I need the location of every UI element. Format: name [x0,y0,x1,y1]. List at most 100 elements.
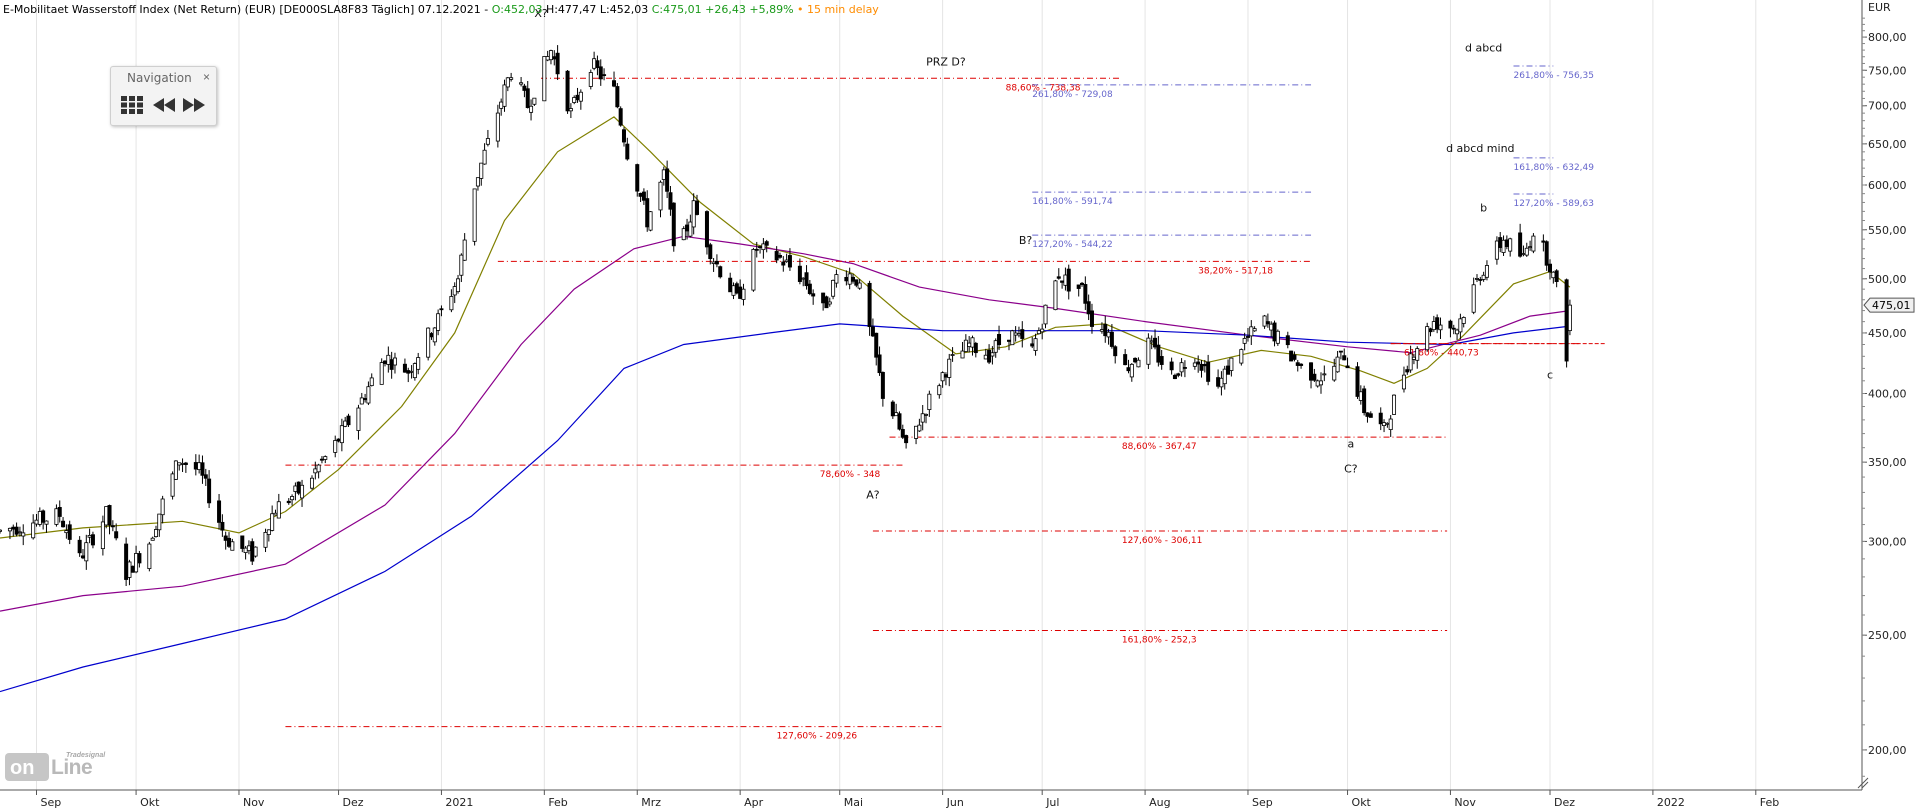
candle-up [276,501,281,519]
candle-up [104,506,109,526]
rewind-icon[interactable] [151,93,177,117]
candle-up [1382,422,1387,427]
candle-down [1338,350,1343,353]
candle-up [1471,284,1476,313]
candle-up [449,296,454,311]
candle-down [844,277,849,282]
candle-up [1016,333,1021,336]
fib-level-label: 127,60% - 209,26 [777,732,858,742]
candle-up [1388,418,1393,430]
x-tick-label: Nov [243,796,265,809]
candle-up [127,561,132,578]
y-tick-label: 750,00 [1868,64,1907,77]
x-tick-label: Dez [1554,796,1575,809]
candle-up [290,496,295,501]
candle-up [1474,278,1479,280]
candle-down [80,555,85,559]
candle-up [170,473,175,497]
candle-down [1365,412,1370,417]
close-icon[interactable]: × [202,70,210,84]
candle-down [240,535,245,549]
candle-up [519,82,524,85]
candle-down [1123,354,1128,366]
y-tick-label: 800,00 [1868,31,1907,44]
candle-up [1408,353,1413,371]
candle-down [897,413,902,430]
candle-down [11,526,16,530]
candle-up [532,97,537,105]
candle-down [1216,377,1221,387]
candle-down [797,265,802,282]
fib-level-label: 261,80% - 729,08 [1032,90,1113,100]
x-tick-label: Nov [1454,796,1476,809]
candle-down [383,360,388,364]
candle-up [1222,368,1227,385]
candle-down [1060,280,1065,283]
candle-down [734,283,739,294]
candle-up [300,484,305,499]
candle-up [270,513,275,531]
candle-up [1425,326,1430,351]
candle-down [217,500,222,523]
candle-up [1332,365,1337,381]
candle-up [1043,304,1048,325]
candle-up [309,477,314,489]
wave-label: A? [866,489,880,502]
x-tick-label: Sep [41,796,62,809]
candle-up [1455,329,1460,335]
candle-up [1438,324,1443,331]
candle-up [485,138,490,145]
change-value: +26,43 [705,3,746,16]
candle-up [343,420,348,427]
candle-down [1156,344,1161,363]
candle-down [874,332,879,358]
candle-down [781,261,786,266]
grid-icon[interactable] [119,93,145,117]
fast-forward-icon[interactable] [181,93,207,117]
candle-down [250,541,255,562]
x-tick-label: 2021 [445,796,473,809]
candle-up [847,273,852,285]
wave-label: d abcd [1465,41,1502,54]
candle-down [555,52,560,75]
candle-down [286,500,291,504]
y-tick-label: 300,00 [1868,535,1907,548]
fib-level-label: 88,60% - 738,38 [1006,83,1081,93]
wave-label: a [1347,438,1354,451]
candle-up [940,372,945,382]
candle-down [1265,321,1270,325]
candle-up [34,519,39,525]
candle-down [1245,336,1250,338]
candle-up [1275,330,1280,344]
fib-level-label: 88,60% - 367,47 [1122,442,1197,452]
candle-up [1242,338,1247,344]
x-tick-label: Jul [1045,796,1059,809]
candle-up [1481,274,1486,280]
candle-down [1080,282,1085,286]
navigation-panel[interactable]: Navigation × [110,66,217,126]
candle-up [529,105,534,113]
candle-up [983,354,988,360]
moving-average-line [0,323,1570,693]
x-tick-label: Jun [946,796,964,809]
y-tick-label: 250,00 [1868,629,1907,642]
candle-up [1415,348,1420,361]
candlestick-series [0,45,1572,586]
candle-up [1146,337,1151,365]
candle-up [993,340,998,353]
candle-down [598,66,603,80]
grid-lines [36,0,1757,790]
candle-down [363,397,368,401]
candle-up [548,50,553,61]
candle-down [758,246,763,248]
candle-down [867,282,872,328]
candle-down [1066,268,1071,292]
candle-up [801,277,806,280]
candle-down [870,326,875,337]
candle-up [31,522,36,539]
y-tick-label: 650,00 [1868,138,1907,151]
candle-up [273,512,278,516]
last-price-box [1863,297,1915,313]
candle-up [963,339,968,352]
